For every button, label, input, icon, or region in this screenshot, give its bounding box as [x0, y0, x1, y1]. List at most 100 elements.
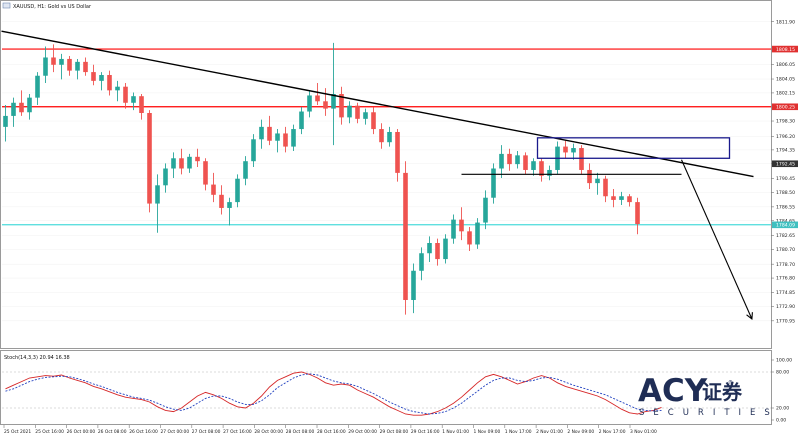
price-tick-label: 1804.05 — [776, 77, 795, 83]
bearish-candle — [83, 61, 88, 73]
bearish-candle — [587, 169, 592, 184]
bullish-candle — [547, 169, 552, 176]
price-tag-label: 1808.15 — [776, 47, 795, 53]
acy-securities-logo: ACY 证券 ® SECURITIES — [638, 373, 770, 418]
bullish-candle — [515, 155, 520, 165]
stochastic-tick-label: 0.00 — [776, 418, 786, 424]
bullish-candle — [59, 58, 64, 65]
symbol-title: XAUUSD, H1: Gold vs US Dollar — [13, 4, 92, 10]
price-tags: 1808.15 1800.25 1792.45 1784.09 — [772, 45, 798, 229]
bullish-candle — [275, 133, 280, 141]
bearish-candle — [147, 112, 152, 204]
bullish-candle — [251, 139, 256, 162]
bearish-candle — [315, 95, 320, 102]
bearish-candle — [371, 112, 376, 130]
bearish-candle — [283, 133, 288, 147]
bearish-candle — [611, 196, 616, 200]
stochastic-tick-label: 80.00 — [776, 370, 789, 376]
price-tick-label: 1784.65 — [776, 218, 795, 224]
bullish-candle — [3, 115, 8, 127]
bullish-candle — [227, 202, 232, 208]
stochastic-label: Stoch(14,3,3) 20.94 16.38 — [4, 355, 70, 361]
price-tick-label: 1776.80 — [776, 276, 795, 282]
time-tick-label: 25 Oct 2021 — [4, 429, 31, 435]
bullish-candle — [595, 178, 600, 184]
time-tick-label: 27 Oct 08:00 — [192, 429, 221, 435]
bullish-candle — [619, 196, 624, 200]
bullish-candle — [259, 126, 264, 140]
bullish-candle — [75, 61, 80, 71]
stochastic-tick-label: 20.00 — [776, 406, 789, 412]
time-tick-label: 29 Oct 08:00 — [380, 429, 409, 435]
time-tick-label: 27 Oct 16:00 — [223, 429, 252, 435]
candlestick-series — [3, 42, 640, 315]
logo-registered-mark: ® — [728, 379, 733, 386]
drawing-objects — [1, 30, 754, 321]
bullish-candle — [131, 96, 136, 103]
bearish-candle — [467, 231, 472, 245]
bearish-candle — [627, 196, 632, 203]
bearish-candle — [579, 148, 584, 170]
bullish-candle — [499, 153, 504, 169]
time-tick-label: 1 Nov 01:00 — [442, 429, 469, 435]
bearish-candle — [139, 96, 144, 113]
time-tick-label: 26 Oct 08:00 — [98, 429, 127, 435]
price-tag-box — [772, 103, 798, 111]
price-tick-label: 1806.05 — [776, 62, 795, 68]
price-tag-box — [772, 160, 798, 168]
price-tick-label: 1794.35 — [776, 147, 795, 153]
price-tag-box — [772, 45, 798, 53]
time-tick-label: 29 Oct 00:00 — [348, 429, 377, 435]
time-tick-label: 28 Oct 16:00 — [317, 429, 346, 435]
bearish-candle — [179, 158, 184, 169]
time-tick-label: 27 Oct 00:00 — [161, 429, 190, 435]
symbol-header: XAUUSD, H1: Gold vs US Dollar — [2, 2, 92, 10]
bullish-candle — [491, 168, 496, 198]
bearish-candle — [339, 94, 344, 118]
bullish-candle — [35, 75, 40, 98]
bearish-candle — [379, 129, 384, 143]
bullish-candle — [163, 168, 168, 186]
price-tick-label: 1811.90 — [776, 19, 795, 25]
chart-window-icon — [2, 2, 11, 9]
price-tick-label: 1796.20 — [776, 134, 795, 140]
price-tick-label: 1772.90 — [776, 304, 795, 310]
bearish-candle — [51, 57, 56, 65]
bullish-candle — [363, 112, 368, 119]
price-tick-label: 1770.95 — [776, 318, 795, 324]
price-tick-label: 1802.15 — [776, 91, 795, 97]
time-tick-label: 1 Nov 09:00 — [474, 429, 501, 435]
bearish-candle — [403, 172, 408, 300]
bearish-candle — [91, 72, 96, 81]
bullish-candle — [483, 197, 488, 223]
price-tick-label: 1778.70 — [776, 262, 795, 268]
bullish-candle — [115, 86, 120, 91]
price-tag-label: 1792.45 — [776, 161, 795, 167]
price-tick-label: 1782.65 — [776, 233, 795, 239]
bullish-candle — [451, 219, 456, 239]
time-tick-label: 26 Oct 00:00 — [67, 429, 96, 435]
time-tick-label: 2 Nov 09:00 — [567, 429, 594, 435]
bearish-candle — [67, 58, 72, 71]
bearish-candle — [459, 219, 464, 232]
bullish-candle — [187, 156, 192, 169]
price-axis: 1811.90 1808.15 1806.05 1804.05 1802.15 1800.… — [771, 19, 795, 324]
price-tick-label: 1774.85 — [776, 290, 795, 296]
bearish-candle — [123, 86, 128, 103]
bearish-candle — [395, 131, 400, 173]
bullish-candle — [291, 129, 296, 147]
bullish-candle — [27, 97, 32, 113]
price-tick-label: 1798.30 — [776, 119, 795, 125]
bullish-candle — [235, 178, 240, 203]
time-tick-label: 25 Oct 16:00 — [35, 429, 64, 435]
bearish-candle — [355, 105, 360, 119]
bearish-candle — [603, 178, 608, 197]
time-axis: 25 Oct 2021 25 Oct 16:00 26 Oct 00:00 26 Oc… — [3, 425, 657, 435]
bearish-candle — [211, 184, 216, 195]
bullish-candle — [531, 161, 536, 170]
projection-arrow-head — [746, 312, 753, 321]
logo-brand-text: ACY — [638, 373, 708, 409]
time-tick-label: 29 Oct 16:00 — [411, 429, 440, 435]
